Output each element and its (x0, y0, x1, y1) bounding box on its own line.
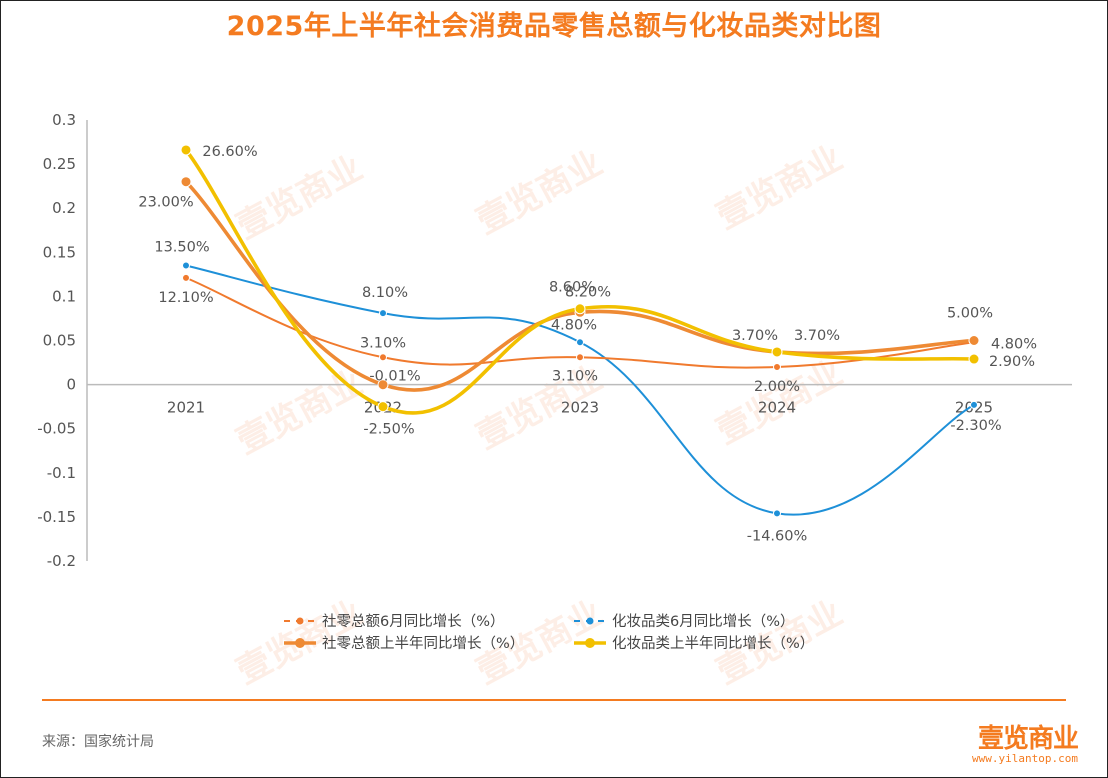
data-point-cosmetics_june (576, 338, 584, 347)
y-tick-label: 0.25 (43, 155, 76, 173)
y-tick-label: 0 (66, 376, 76, 394)
data-point-cosmetics_june (182, 261, 190, 270)
data-point-retail_h1 (180, 176, 192, 188)
data-point-cosmetics_june (970, 400, 978, 409)
data-label-retail_h1: 3.70% (732, 328, 778, 344)
data-point-cosmetics_june (773, 509, 781, 518)
legend-label: 社零总额6月同比增长（%） (322, 613, 505, 630)
data-point-cosmetics_h1 (377, 401, 389, 413)
data-point-retail_h1 (377, 379, 389, 391)
legend-label: 社零总额上半年同比增长（%） (322, 635, 524, 652)
data-point-retail_june (182, 273, 190, 282)
data-label-cosmetics_h1: 8.60% (549, 280, 595, 296)
y-tick-label: 0.2 (52, 199, 76, 217)
y-tick-label: 0.1 (52, 287, 76, 305)
data-label-retail_june: 3.10% (552, 368, 598, 384)
data-label-cosmetics_h1: -2.50% (363, 422, 414, 438)
x-tick-label: 2024 (758, 399, 796, 417)
data-point-cosmetics_h1 (180, 144, 192, 156)
data-label-cosmetics_june: 13.50% (154, 240, 209, 256)
y-tick-label: -0.15 (37, 508, 76, 526)
chart-title: 2025年上半年社会消费品零售总额与化妆品类对比图 (226, 11, 882, 42)
data-label-cosmetics_h1: 26.60% (202, 144, 257, 160)
data-label-cosmetics_h1: 3.70% (794, 328, 840, 344)
data-label-cosmetics_june: -14.60% (747, 528, 808, 544)
footer-divider (42, 699, 1066, 701)
brand-logo: 壹览商业 (978, 724, 1079, 754)
data-label-cosmetics_june: 4.80% (551, 317, 597, 333)
source-note: 来源：国家统计局 (42, 734, 154, 750)
data-label-retail_h1: -0.01% (369, 369, 420, 385)
data-label-retail_june: 3.10% (360, 335, 406, 351)
series-line-cosmetics_h1 (184, 148, 976, 415)
data-label-retail_june: 4.80% (991, 336, 1037, 352)
y-tick-label: 0.3 (52, 111, 76, 129)
y-tick-label: -0.05 (37, 420, 76, 438)
y-tick-label: -0.2 (47, 552, 76, 570)
brand-url: www.yilantop.com (972, 752, 1078, 765)
legend-marker (296, 617, 304, 625)
legend-label: 化妆品类6月同比增长（%） (612, 613, 795, 630)
y-tick-label: 0.15 (43, 243, 76, 261)
data-point-retail_h1 (968, 335, 980, 346)
data-label-retail_june: 2.00% (754, 379, 800, 395)
series-line-cosmetics_june (185, 264, 975, 516)
x-tick-label: 2021 (167, 399, 205, 417)
data-point-cosmetics_h1 (968, 353, 980, 365)
data-label-cosmetics_june: -2.30% (950, 418, 1001, 434)
data-point-cosmetics_june (379, 309, 387, 318)
data-label-retail_h1: 23.00% (138, 195, 193, 211)
data-label-cosmetics_june: 8.10% (362, 285, 408, 301)
data-point-retail_june (379, 353, 387, 362)
data-label-retail_june: 12.10% (158, 290, 213, 306)
line-chart: -0.2 -0.15 -0.1 -0.05 0 0.05 0.1 0.15 0.2 0.25 0.3… (37, 111, 1072, 652)
data-point-cosmetics_h1 (574, 303, 586, 315)
legend-marker (586, 617, 594, 625)
x-tick-label: 2023 (561, 399, 599, 417)
data-point-retail_june (576, 353, 584, 362)
data-point-cosmetics_h1 (771, 346, 783, 358)
legend-marker (295, 638, 305, 648)
y-tick-label: -0.1 (47, 464, 76, 482)
series-line-retail_h1 (184, 179, 976, 392)
legend-label: 化妆品类上半年同比增长（%） (612, 635, 814, 652)
data-label-retail_h1: 8.20% (565, 284, 611, 300)
data-point-retail_june (773, 362, 781, 371)
data-label-cosmetics_h1: 2.90% (989, 354, 1035, 370)
y-tick-label: 0.05 (43, 332, 76, 350)
legend-marker (585, 638, 595, 648)
data-label-retail_h1: 5.00% (947, 306, 993, 322)
